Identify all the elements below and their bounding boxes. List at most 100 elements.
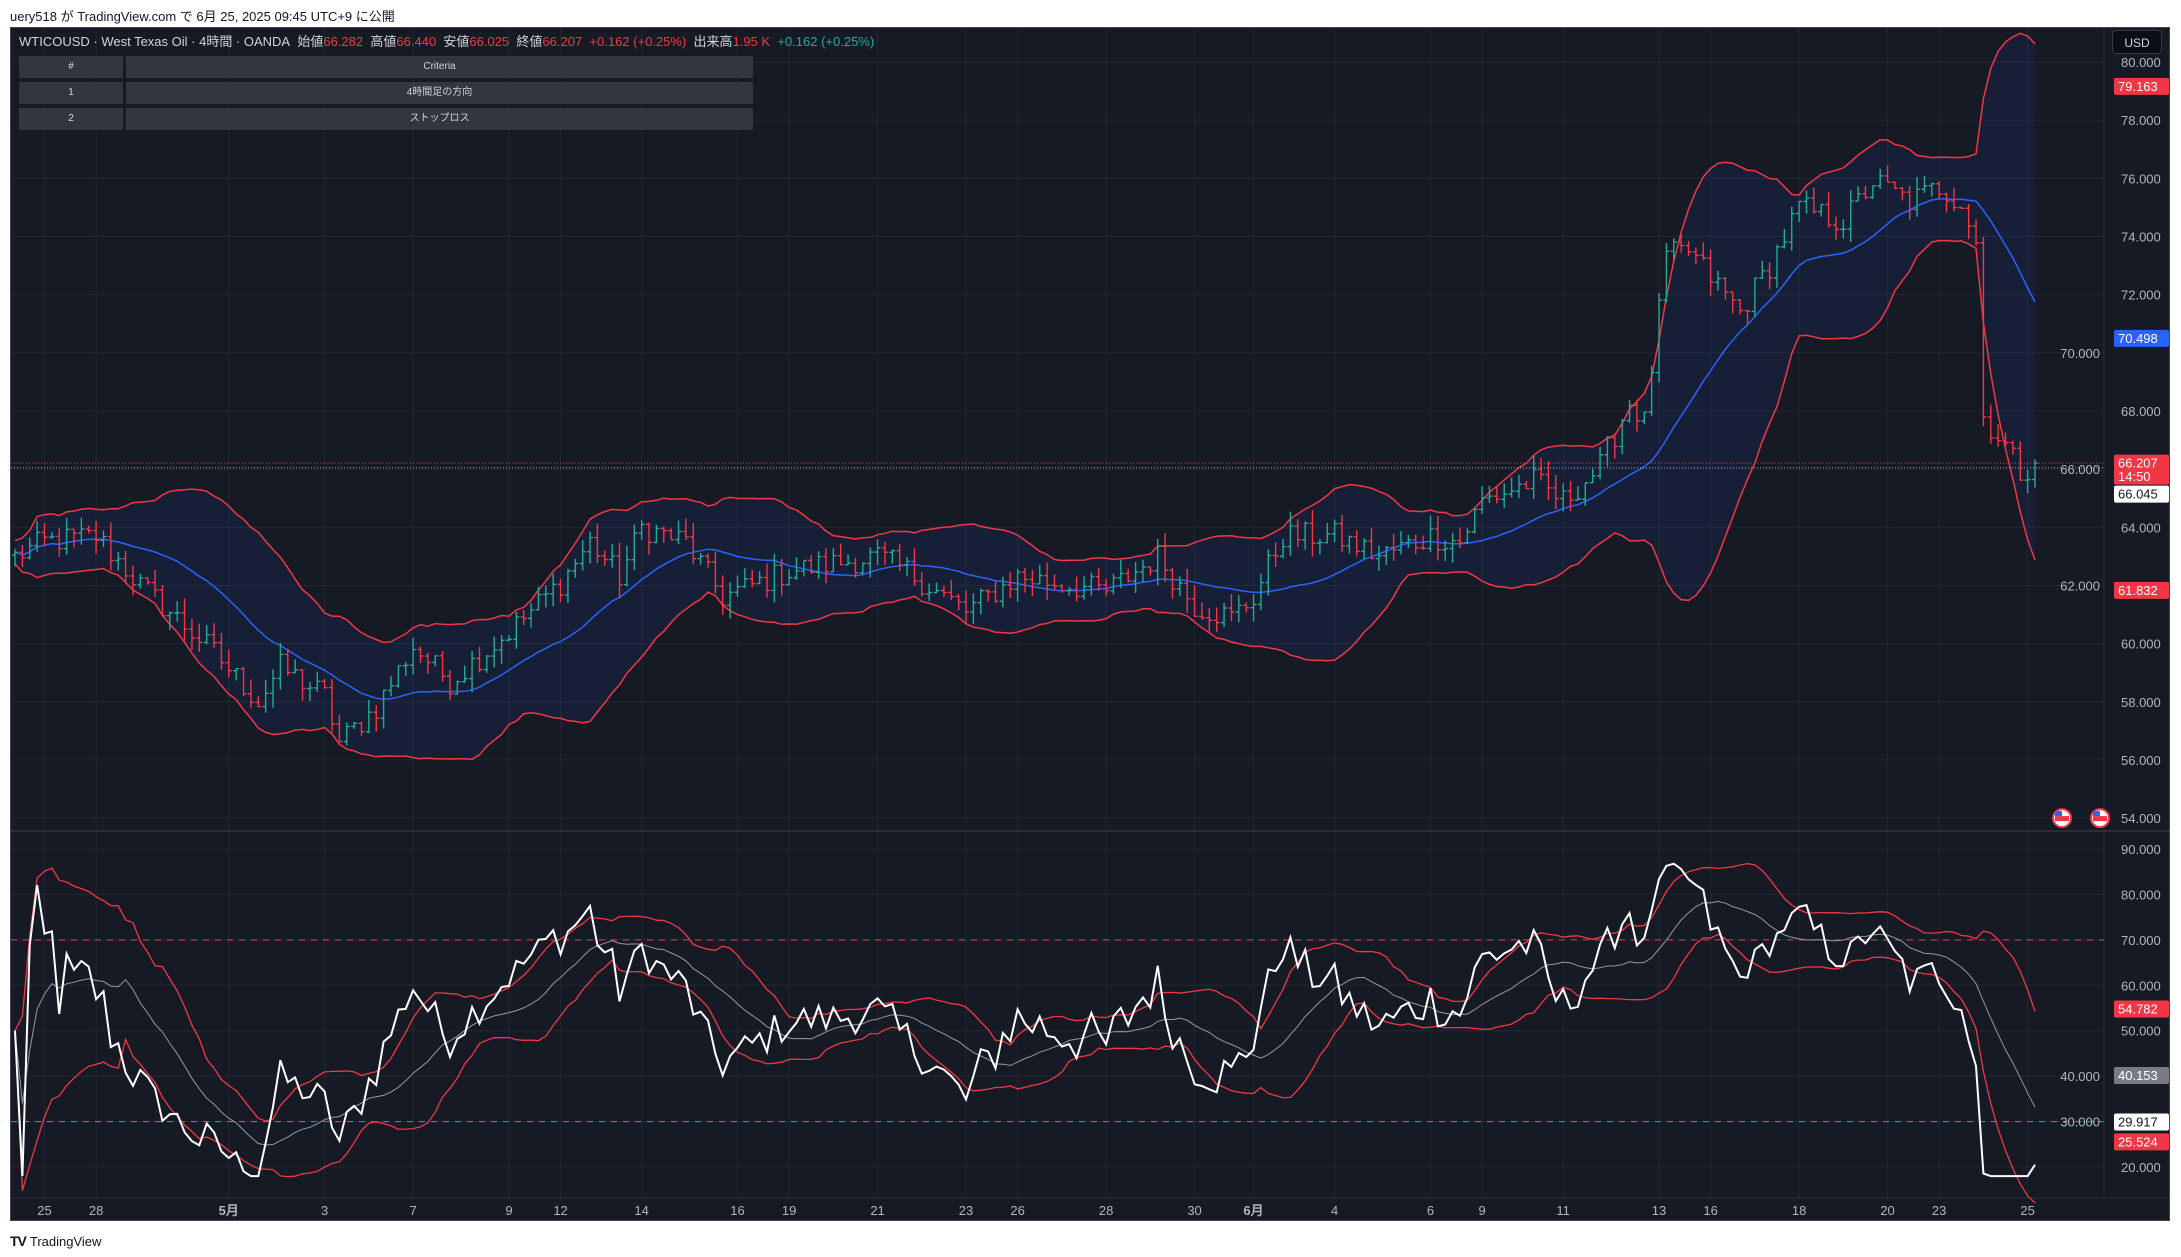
ohlc-bar	[985, 589, 992, 602]
ohlc-bar	[373, 705, 380, 732]
rsi-badge: 54.782	[2118, 1001, 2158, 1016]
ohlc-bar	[675, 520, 682, 544]
ohlc-bar	[26, 537, 33, 560]
us-flag-event-icon[interactable]	[2052, 808, 2072, 829]
rsi-tick-label: 90.000	[2121, 842, 2161, 857]
ohlc-bar	[336, 714, 343, 743]
ohlc-bar	[550, 573, 557, 607]
time-tick-label: 25	[2020, 1203, 2034, 1218]
time-tick-label: 23	[1932, 1203, 1946, 1218]
close-value: 66.207	[542, 34, 583, 49]
ohlc-bar	[2024, 469, 2031, 494]
ohlc-bar	[1103, 578, 1110, 597]
price-tick-label: 80.000	[2121, 55, 2161, 70]
ohlc-bar	[1715, 270, 1721, 291]
ohlc-bar	[682, 518, 689, 541]
ohlc-bar	[859, 562, 866, 575]
time-tick-label: 12	[553, 1203, 567, 1218]
ohlc-bar	[1670, 238, 1677, 260]
ohlc-bar	[115, 551, 122, 571]
rsi-badge-bg	[2114, 1066, 2169, 1084]
ohlc-bar	[1626, 399, 1633, 423]
ohlc-bar	[1928, 182, 1935, 197]
price-tick-label: 60.000	[2121, 637, 2161, 652]
ohlc-bar	[808, 554, 815, 574]
ohlc-bar	[1648, 365, 1655, 416]
ohlc-bar	[1692, 247, 1699, 264]
ohlc-bar	[181, 598, 188, 641]
ohlc-bar	[454, 680, 461, 695]
ohlc-bar	[1176, 576, 1183, 597]
ohlc-bar	[174, 601, 181, 622]
ohlc-bar	[306, 681, 313, 702]
ohlc-bar	[432, 655, 439, 667]
flag-stripes	[2093, 816, 2107, 822]
ohlc-bar	[631, 524, 638, 571]
ohlc-bar	[763, 563, 770, 598]
ohlc-bar	[1331, 519, 1338, 543]
price-badge-bg	[2114, 329, 2169, 347]
ohlc-bar	[933, 582, 940, 594]
ohlc-bar	[1139, 559, 1146, 583]
ohlc-bar	[1154, 538, 1161, 586]
ohlc-bar	[1700, 242, 1707, 261]
ohlc-bar	[1641, 411, 1648, 425]
volume-value: 1.95 K	[732, 34, 771, 49]
tradingview-logo[interactable]: TV TradingView	[10, 1233, 101, 1249]
ohlc-bar	[1825, 192, 1832, 228]
ohlc-bar	[837, 543, 844, 566]
ohlc-bar	[1619, 418, 1626, 455]
time-tick-label: 5月	[219, 1203, 239, 1218]
ohlc-bar	[1080, 576, 1087, 600]
rsi-badge: 29.917	[2118, 1114, 2158, 1129]
ohlc-bar	[365, 699, 372, 734]
ohlc-bar	[233, 667, 240, 681]
us-flag-event-icon[interactable]	[2090, 808, 2110, 829]
ohlc-bar	[1456, 527, 1463, 549]
rsi-lower-band	[14, 933, 2036, 1204]
ohlc-bar	[12, 548, 18, 567]
ohlc-bar	[144, 577, 151, 585]
ohlc-bar	[1235, 595, 1242, 623]
chart-canvas[interactable]: 54.000 56.000 58.000 60.000 62.000 64.000 66.0…	[11, 28, 2170, 1221]
ohlc-bar	[1125, 568, 1132, 583]
ohlc-bar	[292, 659, 299, 674]
ohlc-bar	[1965, 203, 1972, 240]
price-badge-bg	[2114, 581, 2169, 599]
ohlc-bar	[1324, 522, 1331, 544]
price-badge-countdown: 14:50	[2118, 469, 2151, 484]
price-badge: 66.045	[2118, 487, 2158, 502]
ohlc-bar	[955, 593, 962, 611]
currency-button[interactable]: USD	[2112, 30, 2162, 54]
ohlc-bar	[85, 525, 92, 534]
price-tick-label: 78.000	[2121, 113, 2161, 128]
time-tick-label: 9	[1478, 1203, 1485, 1218]
ohlc-bar	[800, 559, 807, 577]
ohlc-bar	[1722, 277, 1729, 300]
table-cell-criteria: 4時間足の方向	[126, 82, 753, 104]
ohlc-bar	[2017, 441, 2024, 481]
ohlc-bar	[889, 549, 896, 564]
symbol-name[interactable]: WTICOUSD · West Texas Oil · 4時間 · OANDA	[19, 34, 291, 49]
ohlc-bar	[152, 570, 159, 598]
time-tick-label: 25	[37, 1203, 51, 1218]
ohlc-bar	[358, 721, 365, 736]
ohlc-bar	[1759, 260, 1766, 279]
time-tick-label: 3	[321, 1203, 328, 1218]
price-badge-bg	[2114, 77, 2169, 95]
ohlc-bar	[351, 721, 358, 730]
chart-frame[interactable]: 54.000 56.000 58.000 60.000 62.000 64.000 66.0…	[10, 27, 2170, 1221]
ohlc-bar	[601, 550, 608, 566]
ohlc-bar	[1611, 433, 1618, 459]
ohlc-bar	[1184, 568, 1191, 613]
price-tick-label: 66.000	[2060, 462, 2100, 477]
ohlc-bar	[1383, 545, 1390, 566]
ohlc-bar	[963, 590, 970, 625]
price-tick-label: 68.000	[2121, 404, 2161, 419]
ohlc-bar	[122, 550, 129, 584]
volume-label: 出来高	[693, 34, 733, 49]
rsi-badge: 25.524	[2118, 1134, 2158, 1149]
ohlc-bar	[1147, 566, 1154, 576]
ohlc-bar	[211, 623, 218, 648]
ohlc-bar	[277, 643, 284, 690]
